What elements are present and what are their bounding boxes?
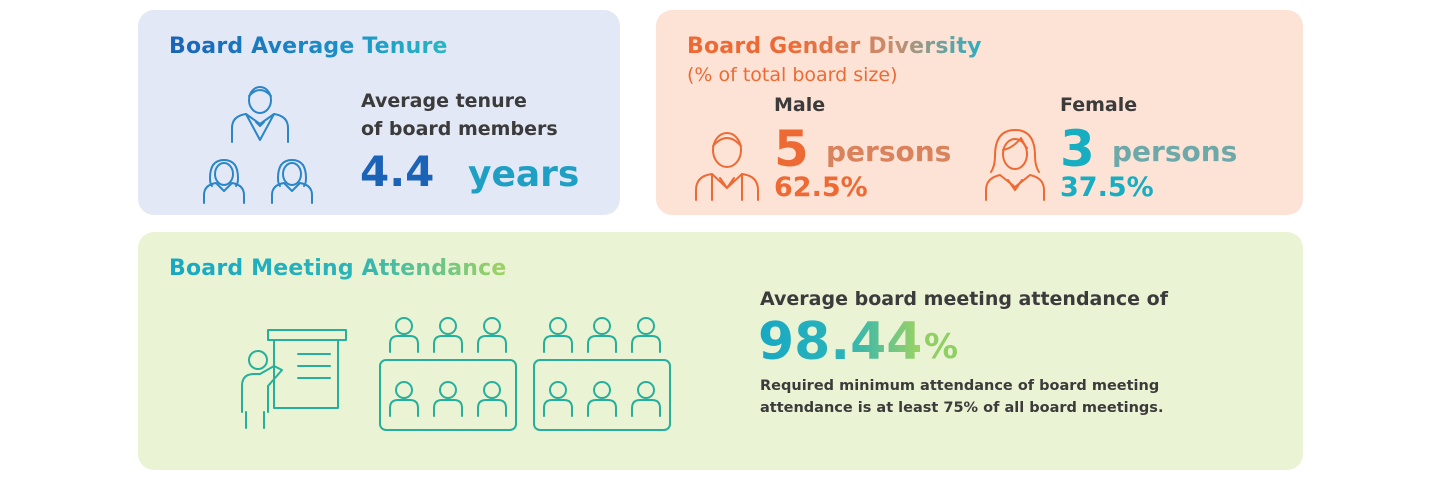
meeting-room-icon (241, 317, 671, 431)
tenure-value: 4.4 (360, 147, 435, 196)
attendance-value: 98.44 (758, 312, 923, 372)
tenure-card: Board Average Tenure Average tenure of b… (138, 10, 620, 215)
female-person-icon (985, 129, 1045, 201)
attendance-card: Board Meeting Attendance A (138, 232, 1303, 470)
tenure-unit: years (468, 154, 580, 195)
female-label: Female (1060, 94, 1138, 116)
gender-title: Board Gender Diversity (687, 34, 982, 59)
female-percent: 37.5% (1060, 172, 1154, 203)
male-percent: 62.5% (774, 172, 868, 203)
male-unit: persons (826, 135, 952, 168)
tenure-title: Board Average Tenure (169, 34, 448, 59)
female-count: 3 (1060, 120, 1095, 178)
gender-card: Board Gender Diversity (% of total board… (656, 10, 1303, 215)
board-members-icon (203, 86, 313, 204)
male-person-icon (695, 132, 759, 201)
attendance-note-line2: attendance is at least 75% of all board … (760, 400, 1164, 416)
gender-subtitle: (% of total board size) (687, 64, 898, 86)
tenure-line1: Average tenure (361, 90, 527, 112)
attendance-note-line1: Required minimum attendance of board mee… (760, 378, 1160, 394)
male-count: 5 (774, 120, 809, 178)
female-unit: persons (1112, 135, 1238, 168)
attendance-title: Board Meeting Attendance (169, 256, 507, 281)
attendance-lead: Average board meeting attendance of (760, 288, 1168, 310)
male-label: Male (774, 94, 826, 116)
tenure-line2: of board members (361, 118, 558, 140)
attendance-unit: % (924, 327, 959, 367)
